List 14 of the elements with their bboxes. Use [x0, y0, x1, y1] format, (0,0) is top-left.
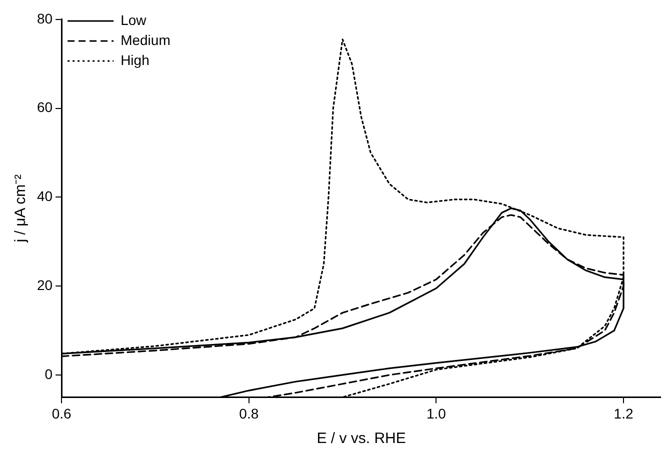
- y-tick-label: 40: [36, 188, 53, 204]
- x-tick-label: 0.6: [52, 405, 72, 422]
- y-axis-title: j / μA cm⁻²: [12, 174, 30, 244]
- legend-label: Medium: [120, 32, 170, 48]
- y-tick-label: 80: [36, 10, 53, 26]
- x-tick-label: 1.2: [614, 405, 634, 422]
- x-tick-label: 0.8: [239, 405, 259, 422]
- x-tick-label: 1.0: [426, 405, 446, 422]
- y-tick-label: 20: [36, 276, 53, 293]
- x-axis-title: E / v vs. RHE: [316, 430, 406, 448]
- y-tick-label: 0: [44, 366, 53, 382]
- y-tick-label: 60: [36, 99, 53, 116]
- legend-label: High: [120, 52, 150, 68]
- legend-label: Low: [120, 12, 148, 28]
